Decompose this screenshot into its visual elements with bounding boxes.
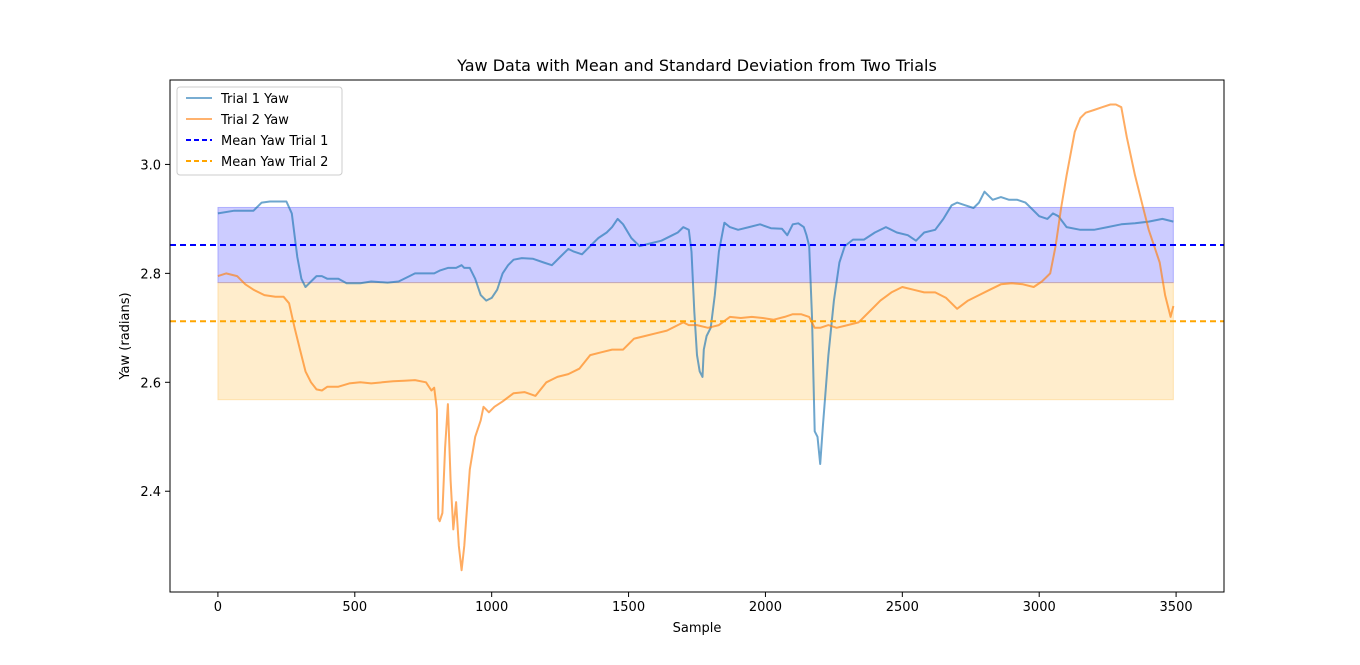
x-tick-label: 3000 bbox=[1023, 600, 1056, 615]
mean-lines bbox=[170, 244, 1224, 323]
x-tick-label: 500 bbox=[342, 600, 367, 615]
series-line-trial1 bbox=[217, 190, 1174, 465]
legend-label-mean1: Mean Yaw Trial 1 bbox=[221, 134, 328, 149]
chart-title: Yaw Data with Mean and Standard Deviatio… bbox=[456, 56, 937, 75]
y-tick-label: 2.6 bbox=[140, 376, 161, 391]
y-tick-label: 2.4 bbox=[140, 485, 161, 500]
legend-label-trial2: Trial 2 Yaw bbox=[220, 113, 289, 128]
x-axis-label: Sample bbox=[673, 621, 722, 636]
y-axis-label: Yaw (radians) bbox=[118, 292, 133, 380]
series-line-trial2 bbox=[217, 103, 1175, 572]
series-lines bbox=[217, 103, 1175, 572]
x-tick-label: 1000 bbox=[475, 600, 508, 615]
legend-label-mean2: Mean Yaw Trial 2 bbox=[221, 155, 328, 170]
legend-label-trial1: Trial 1 Yaw bbox=[220, 92, 289, 107]
x-axis-ticks: 0 500 1000 1500 2000 2500 3000 3500 bbox=[214, 592, 1193, 615]
x-tick-label: 3500 bbox=[1160, 600, 1193, 615]
plot-frame bbox=[169, 79, 1225, 593]
x-tick-label: 2000 bbox=[749, 600, 782, 615]
y-tick-label: 2.8 bbox=[140, 267, 161, 282]
x-tick-label: 1500 bbox=[612, 600, 645, 615]
x-tick-label: 0 bbox=[214, 600, 222, 615]
x-tick-label: 2500 bbox=[886, 600, 919, 615]
y-axis-ticks: 2.4 2.6 2.8 3.0 bbox=[140, 158, 170, 500]
legend-box bbox=[176, 86, 343, 176]
y-tick-label: 3.0 bbox=[140, 158, 161, 173]
std-bands bbox=[217, 206, 1174, 401]
legend: Trial 1 Yaw Trial 2 Yaw Mean Yaw Trial 1… bbox=[176, 86, 343, 176]
